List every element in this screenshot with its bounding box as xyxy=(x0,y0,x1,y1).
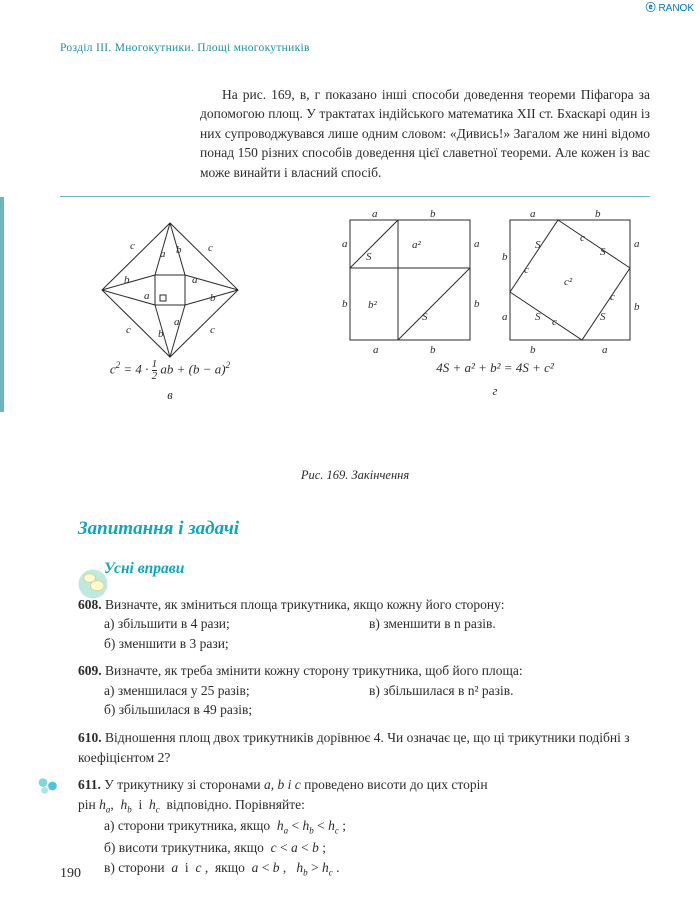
svg-text:a: a xyxy=(530,208,536,220)
chapter-heading: Розділ III. Многокутники. Площі многокут… xyxy=(60,40,650,57)
oral-exercises-heading: Усні вправи xyxy=(104,558,650,580)
svg-text:b²: b² xyxy=(368,299,378,311)
svg-text:a: a xyxy=(373,344,379,355)
svg-text:a²: a² xyxy=(412,239,422,251)
formula-right: 4S + a² + b² = 4S + c² xyxy=(340,359,650,378)
questions-heading: Запитання і задачі xyxy=(78,515,650,543)
figure-caption: Рис. 169. Закінчення xyxy=(60,466,650,484)
svg-text:b: b xyxy=(158,328,164,340)
svg-text:b: b xyxy=(530,344,536,355)
exercise-609: 609. Визначте, як треба змінити кожну ст… xyxy=(78,661,650,720)
svg-text:b: b xyxy=(342,298,348,310)
svg-text:c: c xyxy=(126,324,131,336)
svg-text:c²: c² xyxy=(564,276,573,288)
svg-text:b: b xyxy=(430,208,436,220)
label-g: г xyxy=(340,382,650,400)
svg-text:S: S xyxy=(600,246,606,258)
diagram-v: c c c c a a a a b b b b xyxy=(60,205,280,365)
svg-text:c: c xyxy=(580,232,585,244)
exercise-611: 611. У трикутнику зі сторонами a, b і c … xyxy=(78,775,650,879)
svg-text:b: b xyxy=(430,344,436,355)
svg-text:a: a xyxy=(602,344,608,355)
svg-text:c: c xyxy=(610,291,615,303)
svg-text:a: a xyxy=(342,238,348,250)
svg-text:S: S xyxy=(422,311,428,323)
svg-text:c: c xyxy=(552,316,557,328)
svg-text:a: a xyxy=(174,316,180,328)
svg-text:a: a xyxy=(474,238,480,250)
svg-text:a: a xyxy=(144,290,150,302)
exercise-608: 608. Визначте, як зміниться площа трикут… xyxy=(78,595,650,654)
marker-icon xyxy=(36,775,62,797)
svg-text:b: b xyxy=(176,244,182,256)
svg-text:a: a xyxy=(192,274,198,286)
intro-paragraph: На рис. 169, в, г показано інші способи … xyxy=(200,85,650,183)
exercise-610: 610. Відношення площ двох трикутників до… xyxy=(78,728,650,767)
svg-text:c: c xyxy=(210,324,215,336)
figure-169: c c c c a a a a b b b b xyxy=(60,196,650,412)
svg-text:a: a xyxy=(160,248,166,260)
publisher-watermark: ⓔ RANOK xyxy=(646,2,694,17)
exercise-list: 608. Визначте, як зміниться площа трикут… xyxy=(78,595,650,880)
svg-text:S: S xyxy=(600,311,606,323)
svg-text:b: b xyxy=(502,251,508,263)
page-number: 190 xyxy=(60,864,81,884)
svg-text:a: a xyxy=(372,208,378,220)
svg-text:b: b xyxy=(595,208,601,220)
svg-text:b: b xyxy=(634,301,640,313)
svg-text:b: b xyxy=(210,292,216,304)
svg-text:S: S xyxy=(366,251,372,263)
svg-text:S: S xyxy=(535,311,541,323)
diagram-g: a b a b a b a b S a² b² S a b b a b a a xyxy=(340,205,650,355)
svg-text:a: a xyxy=(634,238,640,250)
svg-text:b: b xyxy=(474,298,480,310)
svg-text:S: S xyxy=(535,239,541,251)
svg-text:c: c xyxy=(130,240,135,252)
svg-text:b: b xyxy=(124,274,130,286)
svg-text:c: c xyxy=(524,264,529,276)
svg-text:a: a xyxy=(502,311,508,323)
label-v: в xyxy=(60,386,280,404)
oral-exercises-icon xyxy=(76,567,110,601)
formula-left: c2 = 4 · 12 ab + (b − a)2 xyxy=(60,359,280,382)
svg-text:c: c xyxy=(208,242,213,254)
